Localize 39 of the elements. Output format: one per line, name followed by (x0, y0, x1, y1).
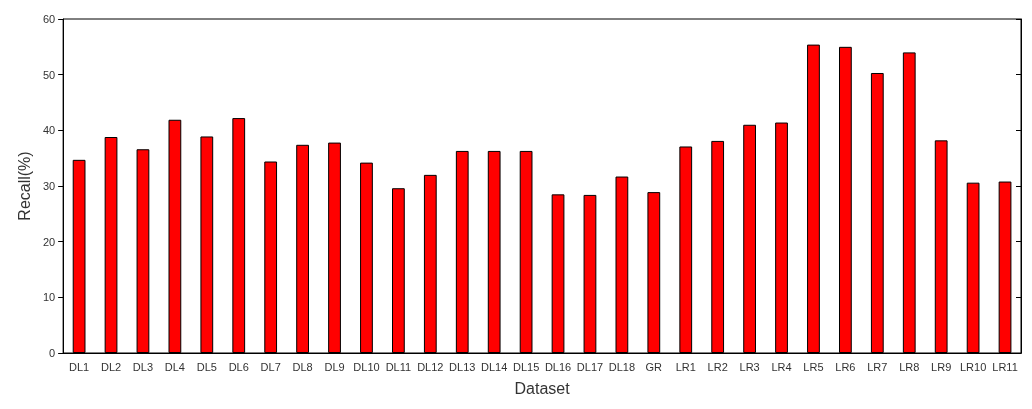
y-tick-label: 40 (42, 124, 56, 137)
y-tick-label: 0 (49, 347, 56, 359)
x-tick-label: DL13 (449, 360, 476, 373)
x-tick-label: LR2 (707, 360, 728, 373)
y-tick-label: 50 (42, 68, 56, 81)
x-tick-label: GR (645, 360, 663, 373)
x-tick-label: DL5 (196, 360, 217, 373)
x-tick-label: DL15 (512, 360, 540, 373)
x-tick-label: LR7 (867, 360, 888, 373)
x-tick-label: DL18 (608, 360, 636, 373)
x-tick-label: LR4 (771, 360, 792, 373)
x-tick-label: LR6 (835, 360, 856, 373)
x-tick-label: DL6 (228, 360, 249, 373)
x-tick-label: LR5 (803, 360, 824, 373)
y-tick-label: 60 (42, 13, 56, 25)
x-tick-label: DL9 (324, 360, 345, 373)
y-tick-label: 30 (42, 180, 56, 192)
x-tick-label: DL10 (353, 360, 380, 373)
x-tick-label: LR1 (675, 360, 696, 373)
y-axis-title: Recall(%) (15, 151, 33, 221)
x-tick-label: DL16 (544, 360, 572, 373)
x-tick-label: DL1 (69, 360, 90, 373)
x-tick-label: DL4 (164, 360, 185, 373)
x-tick-label: LR11 (992, 360, 1018, 373)
x-tick-label: DL14 (481, 360, 508, 373)
x-tick-label: DL8 (292, 360, 313, 373)
x-tick-label: DL3 (132, 360, 154, 373)
y-tick-label: 20 (42, 235, 56, 248)
x-tick-label: LR8 (899, 360, 920, 373)
x-tick-label: LR3 (739, 360, 760, 373)
x-tick-label: DL11 (385, 360, 412, 373)
x-tick-label: LR9 (931, 360, 952, 373)
x-tick-label: DL7 (260, 360, 281, 373)
x-axis-title: Dataset (514, 379, 571, 397)
y-tick-label: 10 (42, 291, 56, 304)
x-tick-label: LR10 (959, 360, 987, 373)
x-tick-label: DL2 (100, 360, 122, 373)
x-tick-label: DL12 (417, 360, 444, 373)
x-tick-label: DL17 (576, 360, 604, 373)
